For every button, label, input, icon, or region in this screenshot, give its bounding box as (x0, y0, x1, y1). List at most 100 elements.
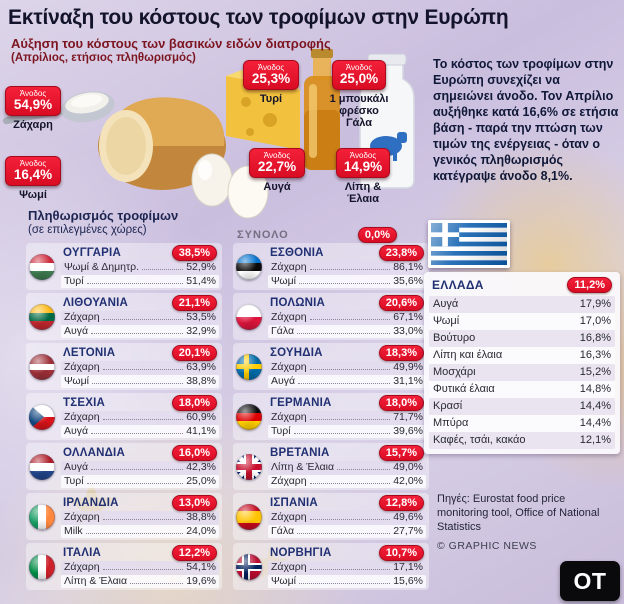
inflation-item: Ψωμί 38,8% (61, 374, 219, 388)
dotted-leader (102, 569, 184, 570)
item-label: Milk (64, 524, 83, 537)
rise-word: Άνοδος (263, 151, 291, 160)
dotted-leader (309, 269, 391, 270)
country-name: ΛΕΤΟΝΙΑ (63, 347, 116, 359)
flag-estonia-icon (236, 253, 262, 280)
inflation-item: Ζάχαρη 17,1% (268, 561, 426, 575)
country-block-czechia: ΤΣΕΧΙΑ 18,0% Ζάχαρη 60,9% Αυγά 41,1% (26, 393, 222, 440)
inflation-item: Ζάχαρη 54,1% (61, 561, 219, 575)
item-value: 12,1% (579, 434, 611, 446)
inflation-item: Τυρί 25,0% (61, 474, 219, 488)
country-block-britain: ΒΡΕΤΑΝΙΑ 15,7% Λίπη & Έλαια 49,0% Ζάχαρη… (233, 443, 429, 490)
ot-logo: OT (560, 561, 620, 601)
dotted-leader (91, 332, 184, 334)
rise-value: 22,7% (257, 159, 297, 174)
dotted-leader (297, 332, 391, 334)
item-label: Αυγά (271, 374, 296, 387)
flag-italy-icon (29, 553, 55, 580)
item-label: Ζάχαρη (64, 561, 100, 573)
item-value: 39,6% (393, 424, 423, 437)
dotted-leader (337, 469, 391, 470)
item-value: 14,8% (579, 383, 611, 395)
item-label: Μπύρα (433, 417, 469, 429)
inflation-item: Ζάχαρη 63,9% (61, 361, 219, 375)
rise-badge: Άνοδος 22,7% (249, 148, 305, 178)
copyright-text: © GRAPHIC NEWS (437, 540, 537, 552)
headline-badge-fats: Άνοδος 14,9% Λίπη & Έλαια (332, 148, 394, 205)
item-value: 15,6% (393, 574, 423, 587)
item-label: Ζάχαρη (64, 511, 100, 523)
item-label: Φυτικά έλαια (433, 383, 495, 395)
rise-value: 25,0% (339, 71, 379, 86)
country-name: ΙΣΠΑΝΙΑ (270, 497, 318, 509)
greece-item: Αυγά 17,9% (429, 296, 615, 313)
rise-word: Άνοδος (19, 89, 47, 98)
headline-badge-cheese: Άνοδος 25,3% Τυρί (243, 60, 299, 105)
dotted-leader (298, 582, 391, 584)
dotted-leader (309, 482, 391, 484)
dotted-leader (293, 432, 391, 434)
item-label: Λίπη & Έλαια (271, 461, 335, 473)
item-label: Ζάχαρη (64, 311, 100, 323)
rise-word: Άνοδος (257, 63, 285, 72)
item-value: 49,0% (393, 461, 423, 473)
country-total-badge: 11,2% (567, 277, 612, 293)
item-value: 67,1% (393, 311, 423, 323)
item-label: Αυγά (64, 324, 89, 337)
item-value: 32,9% (186, 324, 216, 337)
food-label: Ζάχαρη (13, 119, 53, 131)
item-value: 42,3% (186, 461, 216, 473)
inflation-item: Ζάχαρη 67,1% (268, 311, 426, 325)
item-label: Ψωμί (271, 574, 296, 587)
item-value: 49,6% (393, 511, 423, 523)
country-name: ΓΕΡΜΑΝΙΑ (270, 397, 332, 409)
ot-logo-text: OT (573, 567, 607, 594)
inflation-item: Ψωμί 35,6% (268, 274, 426, 288)
country-block-poland: ΠΟΛΩΝΙΑ 20,6% Ζάχαρη 67,1% Γάλα 33,0% (233, 293, 429, 340)
food-label: Λίπη & Έλαια (344, 181, 382, 205)
dotted-leader (130, 582, 184, 584)
rise-badge: Άνοδος 25,3% (243, 60, 299, 90)
dotted-leader (86, 482, 184, 484)
item-label: Αυγά (64, 424, 89, 437)
inflation-item: Γάλα 27,7% (268, 524, 426, 538)
item-label: Τυρί (271, 424, 291, 437)
item-label: Ψωμί (64, 374, 89, 387)
country-block-latvia: ΛΕΤΟΝΙΑ 20,1% Ζάχαρη 63,9% Ψωμί 38,8% (26, 343, 222, 390)
item-label: Ζάχαρη (271, 474, 307, 487)
item-label: Μοσχάρι (433, 366, 476, 378)
inflation-item: Τυρί 39,6% (268, 424, 426, 438)
item-value: 51,4% (186, 274, 216, 287)
country-block-norway: ΝΟΡΒΗΓΙΑ 10,7% Ζάχαρη 17,1% Ψωμί 15,6% (233, 543, 429, 590)
item-label: Γάλα (271, 324, 295, 337)
item-value: 14,4% (579, 400, 611, 412)
inflation-item: Ζάχαρη 71,7% (268, 411, 426, 425)
item-label: Κρασί (433, 400, 463, 412)
greece-panel: ΕΛΛΑΔΑ 11,2% Αυγά 17,9% Ψωμί 17,0% Βούτυ… (424, 272, 620, 454)
item-value: 16,8% (579, 332, 611, 344)
item-value: 60,9% (186, 411, 216, 423)
inflation-item: Λίπη & Έλαια 49,0% (268, 461, 426, 475)
total-value-badge: 0,0% (357, 227, 397, 243)
country-total-badge: 18,0% (378, 395, 424, 411)
greece-item: Ψωμί 17,0% (429, 313, 615, 330)
country-block-hungary: ΟΥΓΓΑΡΙΑ 38,5% Ψωμί & Δημητρ. 52,9% Τυρί… (26, 243, 222, 290)
subtitle-line2: (Απρίλιος, ετήσιος πληθωρισμός) (11, 52, 196, 64)
headline-badge-bread: Άνοδος 16,4% Ψωμί (5, 156, 61, 201)
greece-item: Καφές, τσάι, κακάο 12,1% (429, 432, 615, 449)
inflation-item: Ζάχαρη 60,9% (61, 411, 219, 425)
flag-uk-icon (236, 453, 262, 480)
greece-item: Φυτικά έλαια 14,8% (429, 381, 615, 398)
food-label: 1 μπουκάλι φρέσκο Γάλα (329, 93, 389, 129)
country-block-germany: ΓΕΡΜΑΝΙΑ 18,0% Ζάχαρη 71,7% Τυρί 39,6% (233, 393, 429, 440)
country-name: ΟΥΓΓΑΡΙΑ (63, 247, 121, 259)
dotted-leader (309, 519, 391, 520)
item-label: Ψωμί & Δημητρ. (64, 261, 139, 273)
country-name: ΕΣΘΟΝΙΑ (270, 247, 324, 259)
item-value: 14,4% (579, 417, 611, 429)
country-block-estonia: ΕΣΘΟΝΙΑ 23,8% Ζάχαρη 86,1% Ψωμί 35,6% (233, 243, 429, 290)
flag-ireland-icon (29, 503, 55, 530)
rise-value: 14,9% (343, 159, 383, 174)
dotted-leader (102, 419, 184, 420)
flag-greece-icon (428, 220, 510, 268)
